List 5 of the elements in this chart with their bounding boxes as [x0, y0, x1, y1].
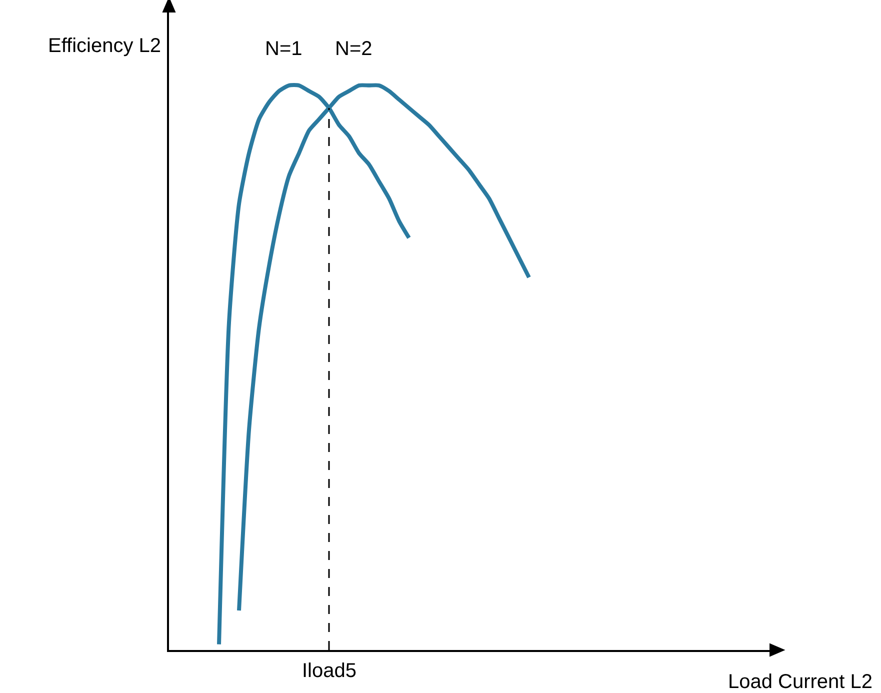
- x-axis-title: Load Current L2: [728, 671, 873, 693]
- text: Iload5: [302, 660, 356, 682]
- y-axis-title: Efficiency L2: [48, 35, 162, 57]
- series-label: N=2: [335, 38, 372, 60]
- series-label: N=1: [265, 38, 302, 60]
